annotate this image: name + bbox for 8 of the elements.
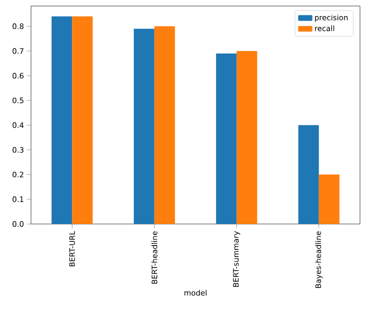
bar [236, 50, 258, 224]
bar [318, 174, 340, 224]
bar [72, 16, 93, 224]
bar [154, 26, 175, 224]
bar [52, 16, 72, 224]
bar [134, 28, 154, 224]
bar [298, 125, 319, 224]
bar [216, 53, 237, 224]
